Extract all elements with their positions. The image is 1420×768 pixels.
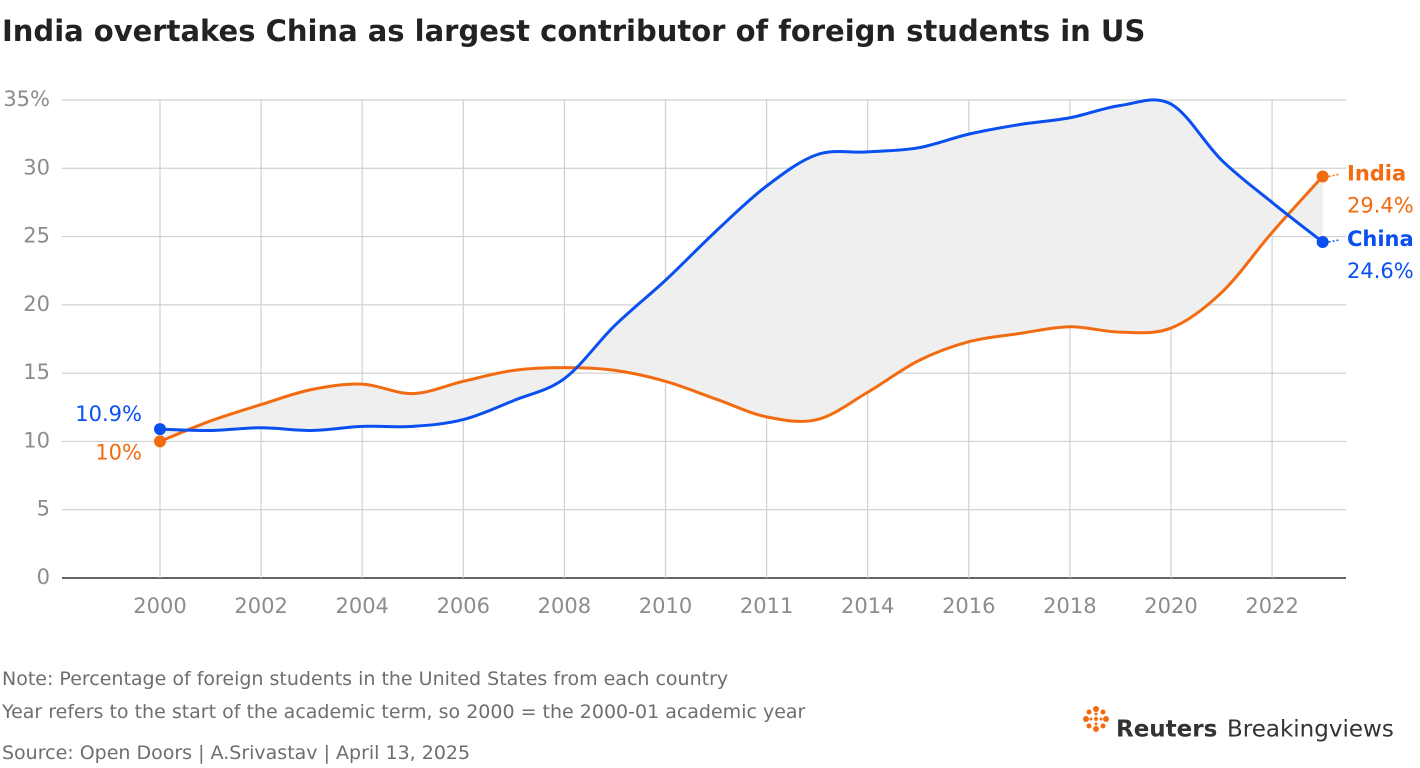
y-tick-label: 15 (23, 360, 50, 384)
note: Note: Percentage of foreign students in … (2, 668, 728, 690)
logo-brand: Reuters (1116, 717, 1217, 743)
series-line (159, 175, 1324, 443)
x-tick-label: 2020 (1144, 594, 1197, 618)
x-tick-label: 2002 (234, 594, 287, 618)
logo-product: Breakingviews (1227, 717, 1394, 743)
legend-label: China (1347, 227, 1414, 251)
note: Year refers to the start of the academic… (1, 701, 806, 723)
value-label: 10.9% (75, 402, 142, 426)
x-tick-label: 2000 (133, 594, 186, 618)
y-tick-label: 30 (23, 155, 50, 179)
x-tick-label: 2022 (1245, 594, 1298, 618)
label-connector (1328, 239, 1339, 243)
point (1316, 170, 1329, 183)
y-tick-label: 0 (37, 565, 50, 589)
point (1316, 236, 1329, 249)
x-tick-label: 2004 (335, 594, 388, 618)
y-tick-label: 20 (23, 292, 50, 316)
label-connector (1328, 173, 1339, 178)
point (154, 423, 166, 436)
gap-area (160, 99, 1323, 442)
y-tick-label: 10 (23, 428, 50, 452)
x-tick-label: 2018 (1043, 594, 1096, 618)
chart-title: India overtakes China as largest contrib… (2, 14, 1145, 48)
x-tick-label: 2016 (942, 594, 995, 618)
value-label: 10% (95, 440, 142, 464)
x-tick-label: 2011 (740, 594, 793, 618)
x-tick-label: 2010 (639, 594, 692, 618)
legend-label: India (1347, 161, 1406, 185)
x-tick-label: 2008 (538, 594, 591, 618)
x-tick-label: 2014 (841, 594, 894, 618)
source: Source: Open Doors | A.Srivastav | April… (2, 742, 470, 764)
x-tick-label: 2006 (437, 594, 490, 618)
point (154, 435, 166, 448)
value-label: 24.6% (1347, 259, 1414, 283)
y-tick-label: 25 (23, 224, 50, 248)
logo-icon (1083, 706, 1109, 732)
value-label: 29.4% (1347, 193, 1414, 217)
y-tick-label: 5 (37, 497, 50, 521)
y-tick-label: 35% (3, 87, 50, 111)
series-line (159, 98, 1324, 433)
